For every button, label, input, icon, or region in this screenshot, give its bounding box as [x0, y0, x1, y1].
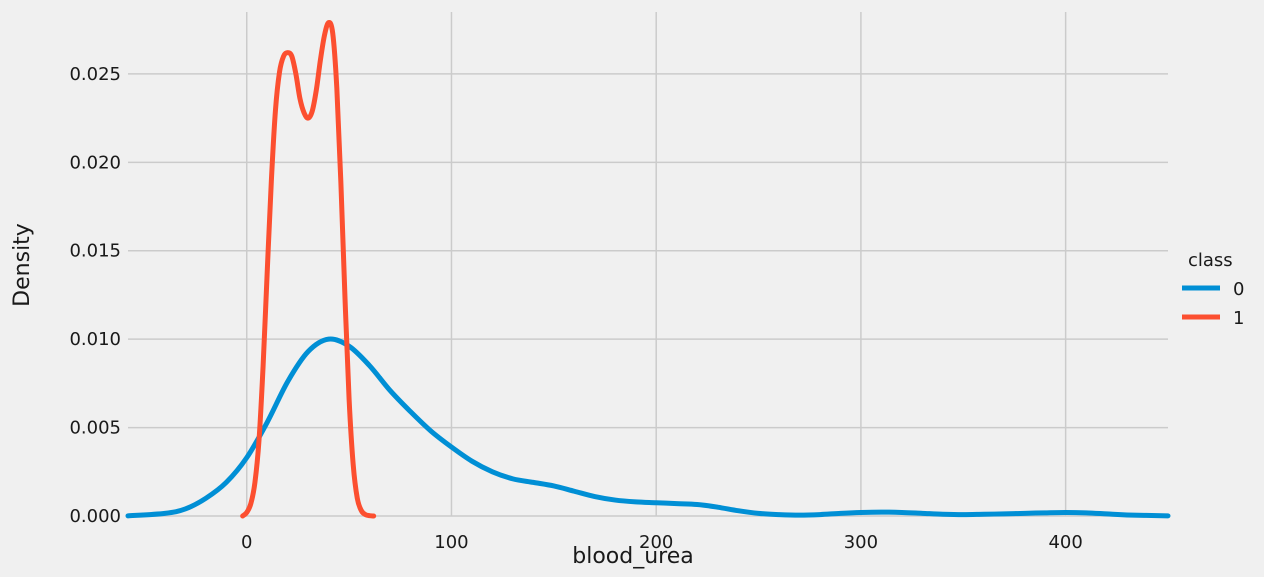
- legend-label: 1: [1233, 308, 1244, 329]
- legend-title: class: [1188, 250, 1233, 271]
- x-axis-ticks: 0 100 200 300 400: [241, 532, 1083, 553]
- y-tick-label: 0.020: [69, 152, 121, 173]
- x-tick-label: 200: [639, 532, 673, 553]
- legend-items: 01: [1182, 279, 1244, 329]
- y-tick-label: 0.005: [69, 418, 121, 439]
- series-group: [125, 20, 1171, 519]
- x-tick-label: 100: [434, 532, 468, 553]
- y-axis-ticks: 0.000 0.005 0.010 0.015 0.020 0.025: [69, 64, 121, 527]
- series-line-class-0: [125, 336, 1171, 519]
- y-tick-label: 0.015: [69, 241, 121, 262]
- series-line-class-1: [240, 20, 377, 519]
- legend: class 01: [1182, 250, 1244, 329]
- y-tick-label: 0.025: [69, 64, 121, 85]
- y-axis-label: Density: [10, 223, 35, 307]
- y-tick-label: 0.000: [69, 506, 121, 527]
- y-tick-label: 0.010: [69, 329, 121, 350]
- x-tick-label: 0: [241, 532, 252, 553]
- x-tick-label: 300: [844, 532, 878, 553]
- x-axis-label: blood_urea: [572, 544, 693, 569]
- legend-label: 0: [1233, 279, 1244, 300]
- grid: [128, 12, 1168, 517]
- x-tick-label: 400: [1048, 532, 1082, 553]
